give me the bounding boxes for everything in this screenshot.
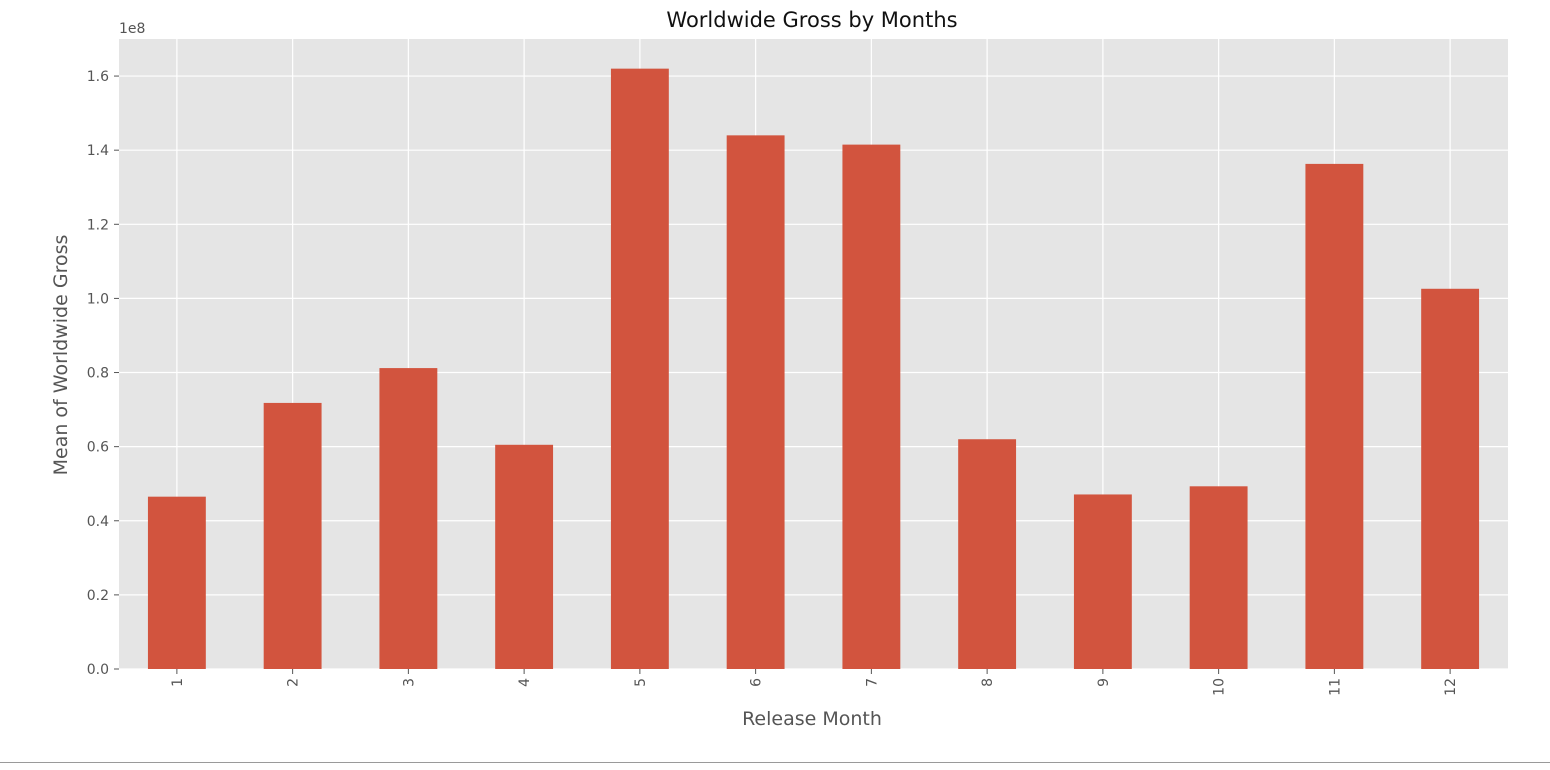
y-axis-offset-label: 1e8 <box>119 21 145 37</box>
x-tick-label: 8 <box>980 678 996 687</box>
x-tick-label: 4 <box>517 678 533 687</box>
bar-month-6 <box>726 135 785 670</box>
x-tick-label: 7 <box>864 678 880 687</box>
y-tick-label: 1.2 <box>87 217 109 233</box>
bar-month-11 <box>1305 163 1364 669</box>
y-tick-label: 0.4 <box>87 514 109 530</box>
cell-divider <box>0 762 1550 763</box>
y-tick-label: 0.2 <box>87 588 109 604</box>
bar-month-8 <box>958 439 1017 669</box>
x-tick-label: 11 <box>1327 678 1343 696</box>
chart-title: Worldwide Gross by Months <box>666 8 957 32</box>
y-tick-label: 1.6 <box>87 69 109 85</box>
bar-month-1 <box>147 496 206 669</box>
x-tick-label: 9 <box>1096 678 1112 687</box>
x-tick-label: 3 <box>401 678 417 687</box>
y-tick-label: 0.6 <box>87 440 109 456</box>
y-tick-label: 1.0 <box>87 291 109 307</box>
y-tick-label: 0.8 <box>87 366 109 382</box>
bar-month-2 <box>263 402 322 669</box>
bar-month-7 <box>842 144 901 669</box>
bar-month-4 <box>495 444 554 669</box>
bar-month-9 <box>1073 494 1132 669</box>
plot-area <box>119 39 1508 669</box>
bar-month-12 <box>1421 288 1480 669</box>
x-tick-label: 6 <box>749 678 765 687</box>
x-tick-label: 12 <box>1443 678 1459 696</box>
bars <box>147 68 1480 670</box>
plot-background <box>119 39 1508 669</box>
y-tick-label: 1.4 <box>87 143 109 159</box>
bar-month-3 <box>379 368 438 669</box>
axis-ticks: 0.00.20.40.60.81.01.21.41.61 2 3 4 5 6 7 8 9 10 11… <box>87 69 1459 696</box>
bar-month-5 <box>610 68 669 670</box>
y-tick-label: 0.0 <box>87 662 109 678</box>
x-axis-label: Release Month <box>742 708 882 730</box>
bar-month-10 <box>1189 486 1248 669</box>
x-tick-label: 10 <box>1212 678 1228 696</box>
x-tick-label: 2 <box>286 678 302 687</box>
y-axis-label: Mean of Worldwide Gross <box>50 235 72 476</box>
x-tick-label: 1 <box>170 678 186 687</box>
x-tick-label: 5 <box>633 678 649 687</box>
